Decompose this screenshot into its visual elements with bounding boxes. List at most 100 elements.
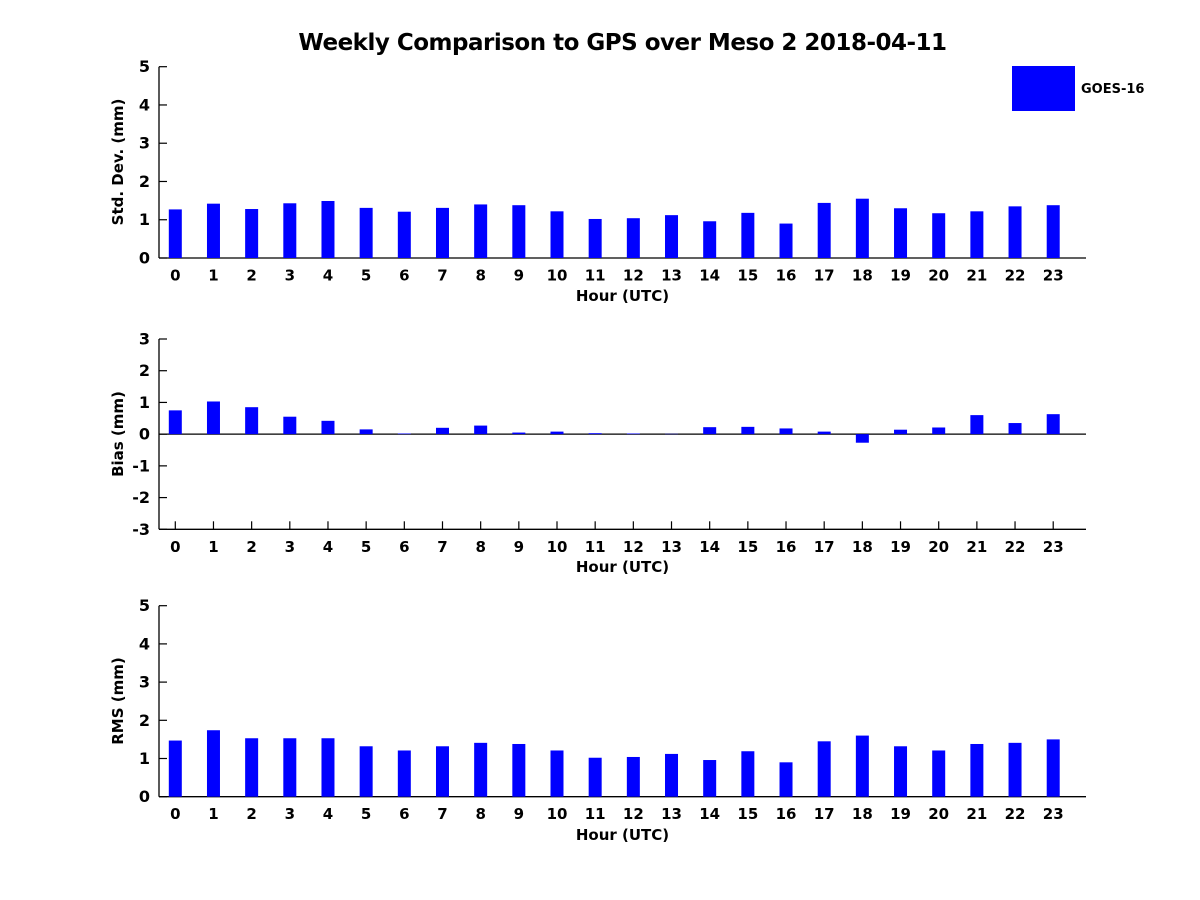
x-tick-label: 11 [585,267,606,285]
x-tick-label: 16 [776,538,797,556]
y-tick-label: -1 [132,456,150,475]
rms-bar-hour-1 [206,730,220,797]
y-tick-label: 3 [139,673,150,692]
x-tick-label: 4 [323,805,333,823]
x-tick-label: 23 [1043,538,1064,556]
x-tick-label: 3 [285,805,295,823]
rms-bar-hour-23 [1046,739,1060,797]
y-tick-label: 0 [139,787,150,806]
std-dev-bar-hour-7 [435,207,449,258]
y-tick-label: -3 [132,520,150,539]
x-tick-label: 8 [475,538,485,556]
x-tick-label: 4 [323,267,333,285]
x-tick-label: 11 [585,805,606,823]
x-tick-label: 21 [966,538,987,556]
x-tick-label: 22 [1005,267,1026,285]
y-tick-label: 1 [139,749,150,768]
x-tick-label: 10 [547,805,568,823]
x-tick-label: 23 [1043,805,1064,823]
bias-bar-hour-12 [626,433,640,435]
x-tick-label: 21 [966,805,987,823]
std-dev-bar-hour-11 [588,218,602,258]
std-dev-bar-hour-5 [359,207,373,258]
x-tick-label: 20 [928,805,949,823]
rms-bar-hour-20 [932,750,946,797]
x-tick-label: 15 [737,805,758,823]
y-tick-label: 0 [139,249,150,268]
x-tick-label: 21 [966,267,987,285]
x-tick-label: 8 [475,805,485,823]
x-tick-label: 9 [514,267,524,285]
rms-bar-hour-11 [588,757,602,797]
bias-bar-hour-10 [550,431,564,435]
x-tick-label: 5 [361,538,371,556]
xlabel-hour-utc-stddev: Hour (UTC) [575,287,670,305]
std-dev-bar-hour-21 [970,211,984,258]
bias-bar-hour-3 [283,416,297,435]
x-tick-label: 9 [514,538,524,556]
std-dev-bar-hour-8 [474,204,488,258]
legend-swatch-goes16 [1012,66,1075,111]
y-tick-label: 1 [139,393,150,412]
rms-bar-hour-0 [168,740,182,797]
bias-bar-hour-6 [397,433,411,435]
bias-bar-hour-20 [932,427,946,435]
bias-bar-hour-4 [321,420,335,435]
y-tick-label: 5 [139,596,150,615]
std-dev-bar-hour-17 [817,202,831,258]
std-dev-bar-hour-2 [245,209,259,258]
x-tick-label: 16 [776,267,797,285]
x-tick-label: 12 [623,805,644,823]
x-tick-label: 11 [585,538,606,556]
bias-bar-hour-21 [970,415,984,435]
rms-bar-hour-8 [474,742,488,797]
x-tick-label: 5 [361,267,371,285]
x-tick-label: 6 [399,805,409,823]
x-tick-label: 15 [737,267,758,285]
y-tick-label: 5 [139,57,150,76]
std-dev-bar-hour-19 [894,208,908,258]
std-dev-bar-hour-15 [741,212,755,258]
y-tick-label: 3 [139,330,150,349]
rms-bar-hour-17 [817,741,831,797]
x-tick-label: 13 [661,805,682,823]
bias-bar-hour-22 [1008,423,1022,435]
x-tick-label: 3 [285,538,295,556]
rms-bar-hour-2 [245,738,259,797]
x-tick-label: 7 [437,538,447,556]
std-dev-bar-hour-1 [206,203,220,258]
y-tick-label: 4 [139,95,150,114]
bias-bar-hour-23 [1046,414,1060,435]
rms-bar-hour-19 [894,746,908,797]
ylabel-bias: Bias (mm) [109,391,127,477]
x-tick-label: 18 [852,267,873,285]
x-tick-label: 0 [170,267,180,285]
std-dev-bar-hour-10 [550,211,564,258]
rms-bar-hour-3 [283,738,297,797]
rms-bar-hour-7 [435,746,449,797]
x-tick-label: 23 [1043,267,1064,285]
bias-bar-hour-14 [703,427,717,435]
bias-bar-hour-9 [512,432,526,435]
x-tick-label: 22 [1005,805,1026,823]
y-tick-label: 2 [139,361,150,380]
rms-bar-hour-14 [703,760,717,797]
x-tick-label: 15 [737,538,758,556]
x-tick-label: 1 [208,538,218,556]
y-tick-label: 3 [139,134,150,153]
rms-bar-hour-12 [626,756,640,797]
x-tick-label: 14 [699,267,720,285]
bias-bar-hour-7 [435,427,449,435]
rms-bar-hour-10 [550,750,564,797]
std-dev-bar-hour-6 [397,211,411,258]
x-tick-label: 20 [928,267,949,285]
bias-bar-hour-1 [206,401,220,435]
x-tick-label: 13 [661,267,682,285]
x-tick-label: 2 [246,805,256,823]
y-tick-label: 2 [139,172,150,191]
x-tick-label: 13 [661,538,682,556]
x-tick-label: 19 [890,805,911,823]
std-dev-bar-hour-13 [665,215,679,258]
